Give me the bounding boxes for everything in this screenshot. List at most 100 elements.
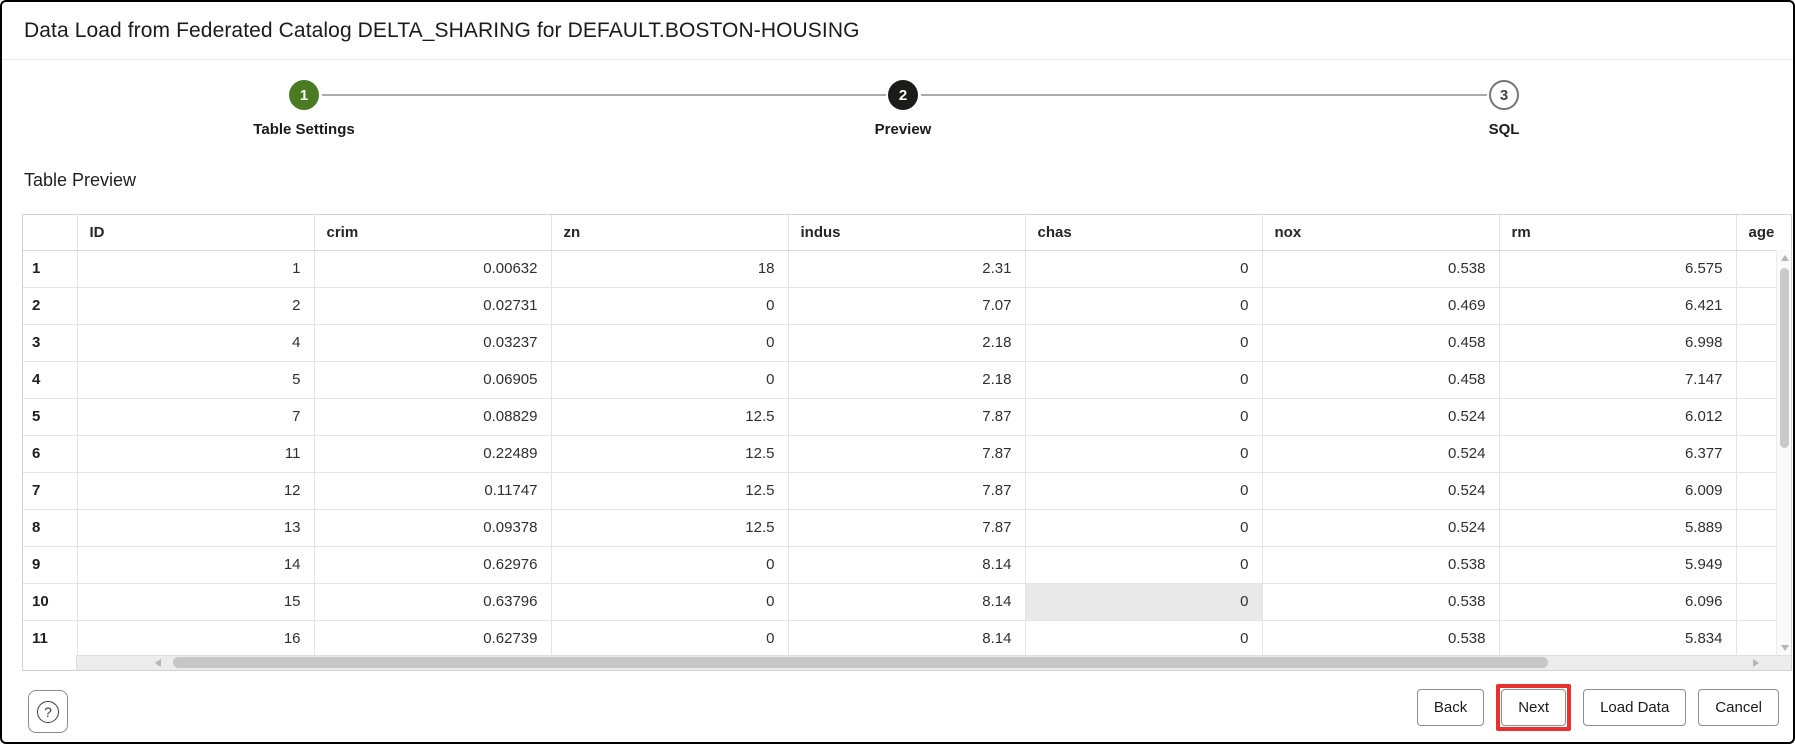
data-cell[interactable]: 7 bbox=[77, 398, 315, 436]
column-header-nox[interactable]: nox bbox=[1262, 215, 1500, 251]
data-cell[interactable]: 2.18 bbox=[788, 361, 1026, 399]
step-circle-sql[interactable]: 3 bbox=[1489, 80, 1519, 110]
data-cell[interactable]: 12.5 bbox=[551, 435, 789, 473]
data-cell[interactable]: 6.377 bbox=[1499, 435, 1737, 473]
data-cell[interactable]: 0 bbox=[1025, 509, 1263, 547]
data-cell[interactable]: 0 bbox=[551, 324, 789, 362]
data-cell[interactable]: 12.5 bbox=[551, 472, 789, 510]
scroll-down-icon[interactable] bbox=[1781, 645, 1789, 651]
data-cell[interactable] bbox=[1736, 398, 1777, 436]
data-cell[interactable]: 2.31 bbox=[788, 250, 1026, 288]
data-cell[interactable]: 12 bbox=[77, 472, 315, 510]
data-cell[interactable]: 8.14 bbox=[788, 546, 1026, 584]
data-cell[interactable]: 0.524 bbox=[1262, 435, 1500, 473]
data-cell[interactable]: 16 bbox=[77, 620, 315, 656]
data-cell[interactable]: 0.03237 bbox=[314, 324, 552, 362]
data-cell[interactable]: 5.949 bbox=[1499, 546, 1737, 584]
data-cell[interactable]: 0 bbox=[1025, 435, 1263, 473]
horizontal-scrollbar[interactable] bbox=[23, 655, 1791, 670]
data-cell[interactable] bbox=[1736, 583, 1777, 621]
data-cell[interactable] bbox=[1736, 620, 1777, 656]
data-cell[interactable]: 0.538 bbox=[1262, 546, 1500, 584]
data-cell[interactable] bbox=[1736, 324, 1777, 362]
data-cell[interactable]: 14 bbox=[77, 546, 315, 584]
data-cell[interactable]: 0.62739 bbox=[314, 620, 552, 656]
data-cell[interactable]: 0 bbox=[551, 583, 789, 621]
data-cell[interactable]: 0 bbox=[1025, 361, 1263, 399]
column-header-zn[interactable]: zn bbox=[551, 215, 789, 251]
data-cell[interactable]: 12.5 bbox=[551, 509, 789, 547]
scroll-right-icon[interactable] bbox=[1753, 659, 1759, 667]
data-cell[interactable]: 0 bbox=[551, 361, 789, 399]
data-cell[interactable]: 0.538 bbox=[1262, 250, 1500, 288]
row-number-cell[interactable]: 2 bbox=[23, 287, 78, 325]
data-cell[interactable]: 0.62976 bbox=[314, 546, 552, 584]
scroll-left-icon[interactable] bbox=[155, 659, 161, 667]
data-cell[interactable]: 0.524 bbox=[1262, 509, 1500, 547]
data-cell[interactable]: 0.08829 bbox=[314, 398, 552, 436]
scroll-up-icon[interactable] bbox=[1781, 255, 1789, 261]
column-header-id[interactable]: ID bbox=[77, 215, 315, 251]
data-cell[interactable] bbox=[1736, 472, 1777, 510]
data-cell[interactable]: 7.07 bbox=[788, 287, 1026, 325]
data-cell[interactable]: 0.06905 bbox=[314, 361, 552, 399]
next-button[interactable]: Next bbox=[1501, 689, 1567, 726]
column-header-chas[interactable]: chas bbox=[1025, 215, 1263, 251]
data-cell[interactable]: 0.02731 bbox=[314, 287, 552, 325]
step-circle-preview[interactable]: 2 bbox=[888, 80, 918, 110]
data-cell[interactable]: 6.421 bbox=[1499, 287, 1737, 325]
data-cell[interactable]: 0.11747 bbox=[314, 472, 552, 510]
data-cell[interactable]: 2.18 bbox=[788, 324, 1026, 362]
data-cell[interactable]: 0 bbox=[551, 620, 789, 656]
help-button[interactable]: ? bbox=[28, 690, 68, 733]
data-cell[interactable]: 7.87 bbox=[788, 472, 1026, 510]
highlighted-cell[interactable]: 0 bbox=[1025, 583, 1263, 621]
horizontal-scroll-thumb[interactable] bbox=[173, 657, 1548, 668]
data-cell[interactable]: 0 bbox=[551, 287, 789, 325]
data-cell[interactable]: 0.458 bbox=[1262, 361, 1500, 399]
data-cell[interactable]: 11 bbox=[77, 435, 315, 473]
data-cell[interactable]: 18 bbox=[551, 250, 789, 288]
data-cell[interactable]: 6.009 bbox=[1499, 472, 1737, 510]
data-cell[interactable]: 0 bbox=[1025, 250, 1263, 288]
data-cell[interactable]: 6.012 bbox=[1499, 398, 1737, 436]
data-cell[interactable]: 0 bbox=[551, 546, 789, 584]
row-number-cell[interactable]: 6 bbox=[23, 435, 78, 473]
back-button[interactable]: Back bbox=[1416, 689, 1485, 726]
data-cell[interactable]: 0.538 bbox=[1262, 583, 1500, 621]
row-number-cell[interactable]: 8 bbox=[23, 509, 78, 547]
data-cell[interactable] bbox=[1736, 509, 1777, 547]
data-cell[interactable]: 6.096 bbox=[1499, 583, 1737, 621]
data-cell[interactable] bbox=[1736, 546, 1777, 584]
row-number-cell[interactable]: 1 bbox=[23, 250, 78, 288]
column-header-crim[interactable]: crim bbox=[314, 215, 552, 251]
vertical-scroll-thumb[interactable] bbox=[1780, 268, 1789, 448]
data-cell[interactable] bbox=[1736, 361, 1777, 399]
column-header-age[interactable]: age bbox=[1736, 215, 1777, 251]
data-cell[interactable]: 0 bbox=[1025, 398, 1263, 436]
data-cell[interactable]: 0.00632 bbox=[314, 250, 552, 288]
data-cell[interactable]: 0.469 bbox=[1262, 287, 1500, 325]
data-cell[interactable]: 0 bbox=[1025, 472, 1263, 510]
data-cell[interactable]: 0 bbox=[1025, 287, 1263, 325]
data-cell[interactable]: 5.834 bbox=[1499, 620, 1737, 656]
data-cell[interactable]: 7.87 bbox=[788, 509, 1026, 547]
column-header-indus[interactable]: indus bbox=[788, 215, 1026, 251]
data-cell[interactable]: 5.889 bbox=[1499, 509, 1737, 547]
data-cell[interactable]: 0.524 bbox=[1262, 472, 1500, 510]
row-number-cell[interactable]: 3 bbox=[23, 324, 78, 362]
data-cell[interactable]: 13 bbox=[77, 509, 315, 547]
data-cell[interactable]: 7.147 bbox=[1499, 361, 1737, 399]
data-cell[interactable] bbox=[1736, 250, 1777, 288]
row-number-cell[interactable]: 4 bbox=[23, 361, 78, 399]
row-number-cell[interactable]: 11 bbox=[23, 620, 78, 656]
data-cell[interactable]: 0.09378 bbox=[314, 509, 552, 547]
data-cell[interactable]: 0 bbox=[1025, 324, 1263, 362]
data-cell[interactable]: 0.22489 bbox=[314, 435, 552, 473]
data-cell[interactable]: 2 bbox=[77, 287, 315, 325]
data-cell[interactable]: 0.524 bbox=[1262, 398, 1500, 436]
data-cell[interactable]: 0.538 bbox=[1262, 620, 1500, 656]
column-header-rm[interactable]: rm bbox=[1499, 215, 1737, 251]
data-cell[interactable]: 4 bbox=[77, 324, 315, 362]
data-cell[interactable] bbox=[1736, 287, 1777, 325]
